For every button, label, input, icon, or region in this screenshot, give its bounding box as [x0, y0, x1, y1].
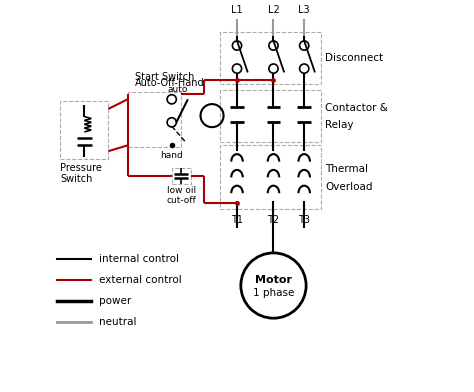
Text: T1: T1	[231, 214, 243, 225]
Text: Motor: Motor	[255, 275, 292, 285]
Bar	[128, 92, 182, 147]
Text: L3: L3	[299, 5, 310, 15]
Text: Start Switch: Start Switch	[135, 72, 195, 82]
Text: L1: L1	[231, 5, 243, 15]
Text: neutral: neutral	[99, 317, 136, 327]
Text: auto: auto	[168, 85, 188, 94]
Text: Thermal: Thermal	[325, 164, 368, 174]
Text: L2: L2	[268, 5, 279, 15]
Text: Relay: Relay	[325, 120, 354, 130]
Text: T2: T2	[267, 214, 280, 225]
Text: Contactor &: Contactor &	[325, 103, 388, 113]
Bar	[220, 90, 321, 142]
Text: power: power	[99, 296, 131, 306]
Text: Pressure
Switch: Pressure Switch	[60, 163, 102, 184]
Text: Disconnect: Disconnect	[325, 53, 383, 63]
Text: hand: hand	[160, 151, 183, 160]
Bar	[220, 32, 321, 84]
Text: low oil
cut-off: low oil cut-off	[166, 186, 196, 205]
Bar	[60, 101, 109, 159]
Text: T3: T3	[298, 214, 310, 225]
Bar	[172, 169, 191, 184]
Text: Auto-Off-Hand: Auto-Off-Hand	[135, 78, 205, 88]
Bar	[220, 145, 321, 209]
Text: 1 phase: 1 phase	[253, 288, 294, 298]
Text: internal control: internal control	[99, 254, 179, 264]
Text: external control: external control	[99, 275, 182, 285]
Text: Overload: Overload	[325, 181, 373, 192]
